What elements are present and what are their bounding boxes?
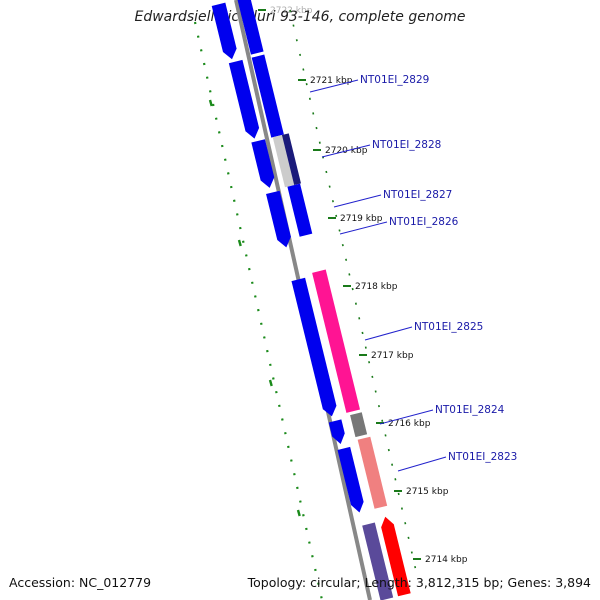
tick-label: 2719 kbp bbox=[340, 214, 383, 224]
gene-grey-outer bbox=[272, 134, 295, 188]
genome-summary-text: Topology: circular; Length: 3,812,315 bp… bbox=[247, 575, 591, 590]
gene-cds-inner-e bbox=[291, 277, 337, 417]
ring-dash-mark bbox=[208, 99, 213, 107]
gene-cds-inner-a bbox=[211, 2, 237, 60]
gene-label-leader bbox=[364, 326, 413, 341]
gene-cds-inner-d bbox=[266, 190, 291, 248]
tick-label: 2717 kbp bbox=[371, 351, 414, 361]
tick-label: 2714 kbp bbox=[425, 555, 468, 565]
gene-label-leader bbox=[379, 409, 434, 425]
gene-label-leader bbox=[339, 221, 388, 235]
tick-label: 2721 kbp bbox=[310, 76, 353, 86]
gene-purple-inner bbox=[362, 522, 394, 600]
gene-label: NT01EI_2825 bbox=[414, 321, 483, 333]
gene-cds-inner-c bbox=[251, 139, 275, 188]
gene-cds-inner-b bbox=[228, 59, 260, 139]
tick-label: 2718 kbp bbox=[355, 282, 398, 292]
gene-label: NT01EI_2823 bbox=[448, 451, 517, 463]
gene-label-leader bbox=[397, 456, 447, 472]
gene-label: NT01EI_2826 bbox=[389, 216, 459, 228]
accession-text: Accession: NC_012779 bbox=[9, 575, 152, 590]
gene-pink-outer bbox=[312, 269, 361, 413]
gene-cds-outer-a bbox=[237, 0, 264, 55]
gene-cds-inner-g bbox=[337, 446, 364, 513]
gene-cds-inner-f bbox=[328, 419, 345, 444]
gene-label: NT01EI_2829 bbox=[360, 74, 429, 86]
ring-dash-mark bbox=[237, 239, 242, 247]
tick-label: 2715 kbp bbox=[406, 487, 449, 497]
gene-label-leader bbox=[309, 79, 359, 93]
tick-label: 2716 kbp bbox=[388, 419, 431, 429]
gene-cds-outer-b bbox=[251, 54, 284, 138]
gene-lightred-outer bbox=[357, 436, 388, 509]
gene-label-leader bbox=[333, 194, 382, 208]
gene-red-outer bbox=[381, 516, 411, 597]
gene-darkgrey-outer bbox=[350, 412, 368, 438]
gene-label-leader bbox=[321, 144, 371, 158]
gene-label: NT01EI_2824 bbox=[435, 404, 505, 416]
ring-dash-mark bbox=[296, 509, 301, 517]
gene-darkblue-outer bbox=[281, 133, 301, 186]
gene-cds-outer-c bbox=[287, 183, 313, 237]
gene-label: NT01EI_2828 bbox=[372, 139, 441, 151]
ring-dash-mark bbox=[268, 379, 273, 387]
gene-label: NT01EI_2827 bbox=[383, 189, 452, 201]
dotted-ring-track bbox=[193, 21, 324, 600]
tick-label: 2722 kbp bbox=[270, 6, 313, 16]
